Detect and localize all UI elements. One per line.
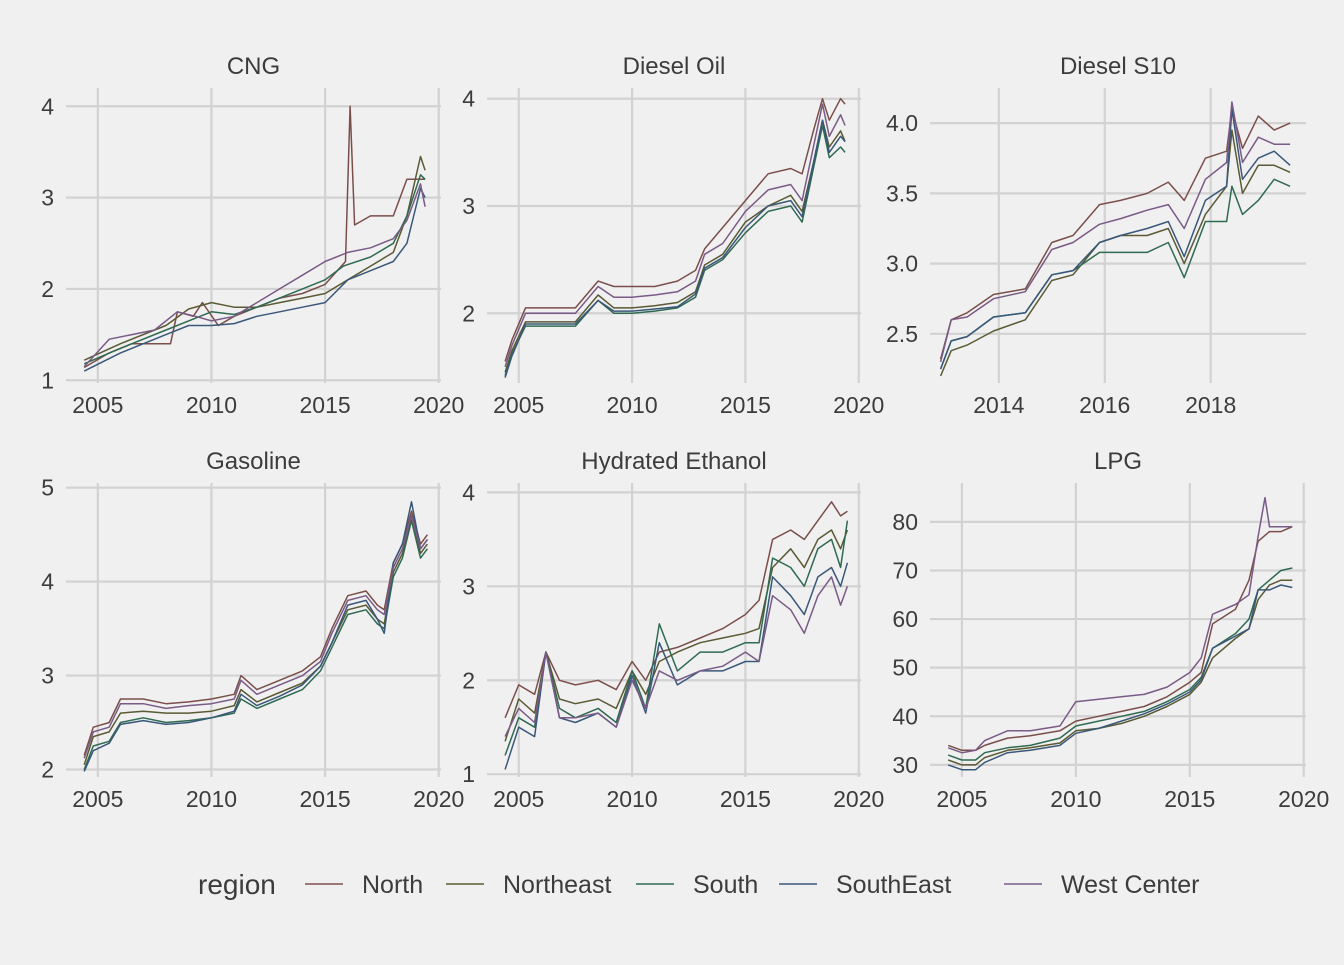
x-tick-label: 2020: [413, 392, 464, 418]
panel-lpg: 2005 2010 2015 2020 30 40 50 60 70 80 LPG: [892, 448, 1329, 812]
panel-title: Hydrated Ethanol: [581, 448, 766, 475]
y-tick-label: 3: [462, 193, 475, 219]
x-tick-label: 2005: [936, 786, 987, 812]
y-tick-label: 3.5: [886, 180, 918, 206]
legend-item-southeast: SouthEast: [779, 871, 951, 899]
x-tick-label: 2005: [493, 786, 544, 812]
legend-title: region: [198, 869, 276, 900]
y-tick-label: 2: [41, 276, 54, 302]
panel-title: LPG: [1094, 448, 1142, 475]
series-line-southeast: [947, 584, 1293, 771]
panel-gasoline: 2005 2010 2015 2020 2 3 4 5 Gasoline: [41, 448, 464, 812]
legend-label: North: [362, 871, 423, 899]
y-tick-label: 3: [41, 185, 54, 211]
y-tick-label: 2: [462, 667, 475, 693]
series-line-west-center: [83, 183, 426, 368]
series-line-southeast: [939, 108, 1291, 370]
x-tick-label: 2016: [1079, 392, 1130, 418]
y-tick-label: 3.0: [886, 251, 918, 277]
x-tick-label: 2020: [833, 786, 884, 812]
y-tick-label: 60: [892, 606, 918, 632]
y-tick-label: 40: [892, 703, 918, 729]
panel-cng: 2005 2010 2015 2020 1 2 3 4 CNG: [41, 53, 464, 418]
x-tick-label: 2010: [606, 392, 657, 418]
legend-item-north: North: [305, 871, 423, 899]
panel-title: Gasoline: [206, 448, 301, 475]
x-tick-label: 2005: [72, 786, 123, 812]
series-line-northeast: [947, 579, 1293, 766]
series-line-south: [504, 520, 849, 756]
y-tick-label: 5: [41, 475, 54, 501]
x-tick-label: 2015: [300, 392, 351, 418]
x-tick-label: 2020: [833, 392, 884, 418]
x-tick-label: 2010: [606, 786, 657, 812]
legend-item-south: South: [636, 871, 758, 899]
series-line-west-center: [939, 101, 1291, 363]
series-line-south: [83, 519, 429, 770]
y-tick-label: 2: [41, 756, 54, 782]
y-tick-label: 50: [892, 655, 918, 681]
panel-diesel-oil: 2005 2010 2015 2020 2 3 4 Diesel Oil: [462, 53, 884, 418]
y-tick-label: 3: [462, 573, 475, 599]
x-tick-label: 2015: [720, 786, 771, 812]
legend-label: SouthEast: [836, 871, 951, 899]
y-tick-label: 4: [41, 93, 54, 119]
y-tick-label: 4: [41, 569, 54, 595]
series-line-northeast: [504, 529, 849, 742]
series-line-southeast: [83, 187, 426, 372]
x-tick-label: 2010: [186, 392, 237, 418]
series-line-north: [504, 501, 848, 719]
y-tick-label: 2.5: [886, 321, 918, 347]
y-tick-label: 1: [41, 367, 54, 393]
series-line-west-center: [504, 576, 849, 737]
x-tick-label: 2018: [1185, 392, 1236, 418]
panel-title: CNG: [227, 53, 280, 80]
x-tick-label: 2015: [1164, 786, 1215, 812]
series-line-west-center: [504, 103, 846, 368]
series-line-southeast: [83, 501, 429, 772]
x-tick-label: 2015: [720, 392, 771, 418]
series-line-northeast: [939, 129, 1291, 377]
series-line-south: [504, 124, 846, 376]
x-tick-label: 2010: [186, 786, 237, 812]
panel-title: Diesel Oil: [623, 53, 726, 80]
legend-label: South: [693, 871, 758, 899]
y-tick-label: 4.0: [886, 110, 918, 136]
x-tick-label: 2005: [493, 392, 544, 418]
x-tick-label: 2010: [1050, 786, 1101, 812]
y-tick-label: 3: [41, 663, 54, 689]
legend-item-west-center: West Center: [1004, 871, 1199, 899]
panel-diesel-s10: 2014 2016 2018 2.5 3.0 3.5 4.0 Diesel S10: [886, 53, 1306, 418]
panel-title: Diesel S10: [1060, 53, 1176, 80]
y-tick-label: 1: [462, 761, 475, 787]
y-tick-label: 30: [892, 752, 918, 778]
series-line-west-center: [947, 496, 1293, 754]
y-tick-label: 80: [892, 509, 918, 535]
panel-hydrated-ethanol: 2005 2010 2015 2020 1 2 3 4 Hydrated Ethanol: [462, 448, 884, 812]
series-line-north: [504, 97, 846, 362]
series-line-north: [939, 108, 1291, 360]
legend: region North Northeast South SouthEast West …: [198, 869, 1199, 900]
x-tick-label: 2020: [413, 786, 464, 812]
y-tick-label: 4: [462, 479, 475, 505]
legend-item-northeast: Northeast: [446, 871, 611, 899]
legend-label: Northeast: [503, 871, 611, 899]
x-tick-label: 2014: [973, 392, 1024, 418]
series-line-northeast: [83, 515, 429, 766]
x-tick-label: 2020: [1278, 786, 1329, 812]
legend-label: West Center: [1061, 871, 1199, 899]
x-tick-label: 2015: [300, 786, 351, 812]
series-line-southeast: [504, 119, 846, 378]
series-line-west-center: [83, 515, 429, 759]
y-tick-label: 2: [462, 300, 475, 326]
x-tick-label: 2005: [72, 392, 123, 418]
y-tick-label: 4: [462, 86, 475, 112]
y-tick-label: 70: [892, 557, 918, 583]
series-line-northeast: [83, 155, 426, 361]
